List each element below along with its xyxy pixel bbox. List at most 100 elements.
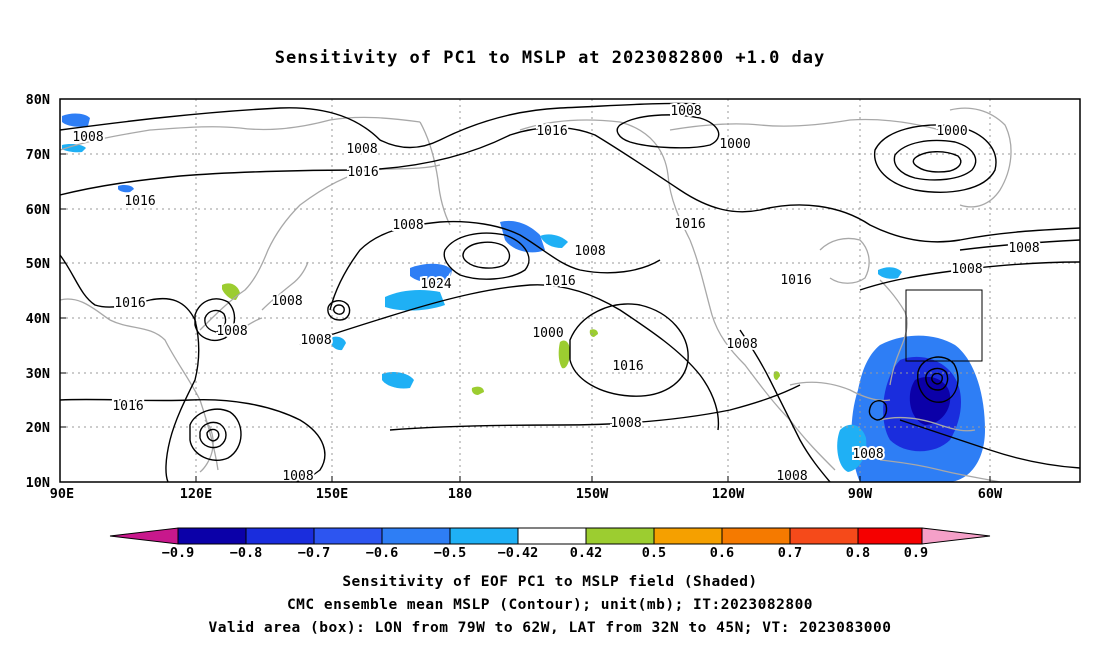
shade-green-pacific-3: [589, 329, 598, 337]
grid-lines: [60, 99, 1080, 482]
lon-tick-label: 120E: [180, 486, 213, 502]
contour-typhoon-3: [189, 408, 242, 461]
contour-east-trop: [899, 419, 1080, 469]
contour-label: 1016: [114, 296, 145, 311]
coast-south-america: [879, 459, 1001, 482]
contour-label: 1008: [574, 244, 605, 259]
contour-mexico-1008: [739, 329, 831, 482]
colorbar-cell: [789, 527, 859, 545]
colorbar-high-triangle: [921, 527, 991, 545]
lon-tick-label: 120W: [712, 486, 745, 502]
colorbar-cell: [313, 527, 383, 545]
contour-label: 1008: [216, 324, 247, 339]
lon-tick-label: 90W: [848, 486, 873, 502]
lat-tick-label: 10N: [26, 475, 50, 491]
lat-tick-label: 60N: [26, 202, 50, 218]
contour-korea-low: [194, 298, 236, 342]
colorbar-tick-label: −0.7: [298, 545, 331, 561]
lat-axis: 80N 70N 60N 50N 40N 30N 20N 10N: [26, 92, 50, 491]
contour-atlantic-1016: [859, 261, 1080, 291]
contour-label: 1016: [780, 273, 811, 288]
contour-caribbean-low: [868, 400, 888, 421]
colorbar-cell: [517, 527, 587, 545]
contour-low-inner: [462, 241, 511, 269]
contour-label: 1008: [271, 294, 302, 309]
lat-tick-label: 30N: [26, 366, 50, 382]
contour-label: 1016: [112, 399, 143, 414]
colorbar-cell: [381, 527, 451, 545]
contour-hurricane-1: [925, 367, 949, 391]
colorbar-tick-label: −0.6: [366, 545, 399, 561]
contour-label: 1000: [532, 326, 563, 341]
contour-label: 1016: [536, 124, 567, 139]
colorbar-cell: [177, 527, 247, 545]
contour-label: 1008: [670, 104, 701, 119]
colorbar-tick-label: 0.7: [778, 545, 802, 561]
lon-tick-label: 150E: [316, 486, 349, 502]
contour-low-outer: [443, 232, 530, 280]
contour-label: 1008: [951, 262, 982, 277]
lat-tick-label: 70N: [26, 147, 50, 163]
coast-caribbean: [879, 416, 976, 432]
colorbar-low-triangle: [109, 527, 179, 545]
contour-label: 1016: [347, 165, 378, 180]
contour-pacific-1008: [329, 220, 661, 311]
colorbar-tick-label: 0.9: [904, 545, 928, 561]
lat-tick-label: 20N: [26, 420, 50, 436]
shade-japan: [330, 336, 346, 351]
contour-high-1024: [569, 303, 689, 397]
colorbar-ticks: −0.9 −0.8 −0.7 −0.6 −0.5 −0.42 0.42 0.5 …: [162, 545, 928, 561]
lat-tick-label: 50N: [26, 256, 50, 272]
colorbar-tick-label: 0.5: [642, 545, 666, 561]
lon-tick-label: 180: [448, 486, 472, 502]
coast-japan: [239, 261, 309, 331]
contour-greenland-low-2: [893, 139, 977, 181]
mslp-contours: [60, 102, 1080, 482]
contour-typhoon-1: [199, 421, 227, 449]
shade-siberia: [118, 185, 134, 193]
contour-label-group: 1008 1000 1016 1008 1016 1008 1000 1008 …: [70, 102, 1041, 486]
contour-label: 1008: [1008, 241, 1039, 256]
tick-marks: [60, 98, 991, 483]
lon-tick-label: 60W: [978, 486, 1003, 502]
lat-tick-label: 40N: [26, 311, 50, 327]
plot-frame: [59, 98, 1081, 483]
shade-atlantic-edge: [837, 424, 867, 472]
contour-greenland-low-1: [873, 124, 997, 193]
colorbar-cell: [449, 527, 519, 545]
colorbar-cell: [585, 527, 655, 545]
shade-arctic-nw: [62, 113, 90, 127]
colorbar-tick-label: −0.5: [434, 545, 467, 561]
colorbar-cell: [245, 527, 315, 545]
coast-kamchatka: [419, 121, 451, 226]
contour-label: 1008: [726, 337, 757, 352]
colorbar-tick-label: −0.8: [230, 545, 263, 561]
shade-nw-pacific-b: [410, 263, 452, 283]
coast-na-west: [689, 239, 836, 471]
colorbar-tick-label: 0.6: [710, 545, 734, 561]
contour-greenland-low-3: [912, 151, 962, 173]
contour-hurricane-3: [917, 356, 959, 403]
contour-label: 1008: [300, 333, 331, 348]
contour-label: 1008: [852, 447, 883, 462]
coast-hudson: [819, 237, 870, 284]
colorbar: −0.9 −0.8 −0.7 −0.6 −0.5 −0.42 0.42 0.5 …: [109, 527, 991, 561]
contour-atlantic-1008: [959, 239, 1080, 251]
colorbar-tick-label: −0.42: [498, 545, 539, 561]
contour-tropics-1008: [60, 398, 326, 482]
contour-label: 1016: [674, 217, 705, 232]
shade-nw-pacific-a: [385, 289, 445, 311]
contour-hurricane-2: [931, 372, 943, 385]
contour-label: 1008: [72, 130, 103, 145]
caption-line-1: Sensitivity of EOF PC1 to MSLP field (Sh…: [342, 574, 758, 590]
coast-asia: [60, 164, 441, 471]
coastlines: [60, 107, 1012, 482]
colorbar-cell: [653, 527, 723, 545]
contour-label: 1016: [612, 359, 643, 374]
lon-axis: 90E 120E 150E 180 150W 120W 90W 60W: [50, 486, 1003, 502]
colorbar-cell: [857, 527, 923, 545]
coast-alaska: [519, 119, 691, 241]
contour-label: 1008: [346, 142, 377, 157]
coast-arctic-asia: [60, 116, 421, 151]
